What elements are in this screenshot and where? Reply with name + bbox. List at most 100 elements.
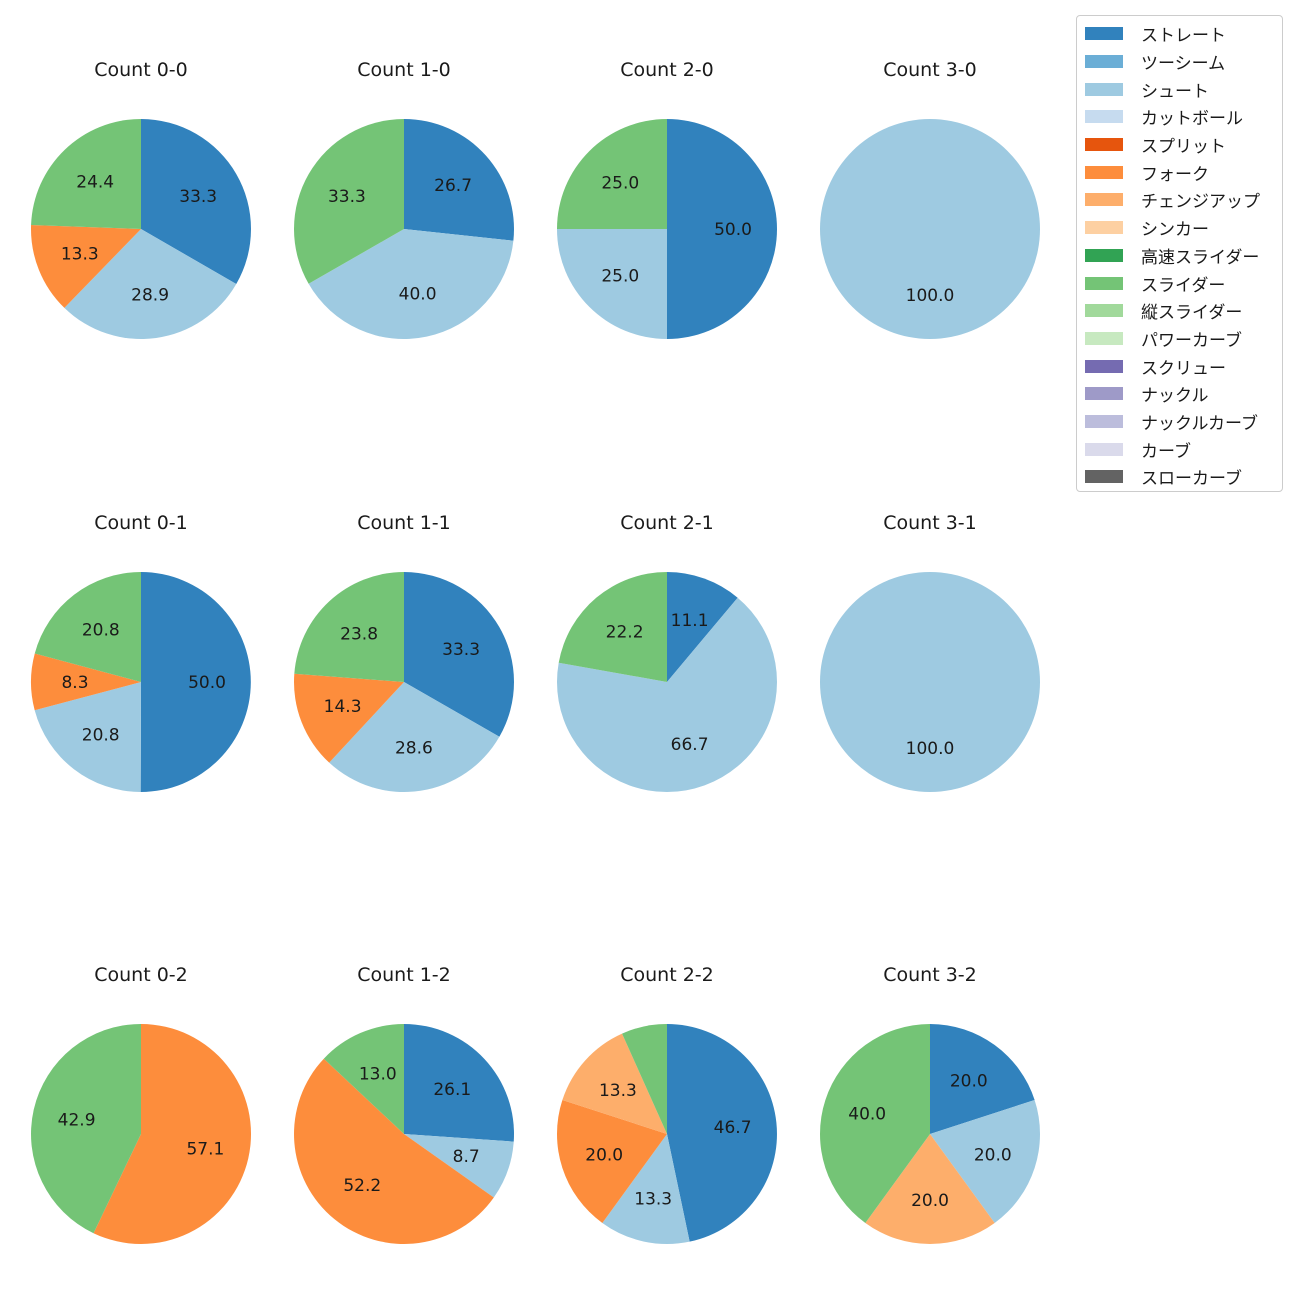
pie-slice xyxy=(64,229,237,339)
pie-slice xyxy=(140,572,251,793)
pie-title: Count 0-2 xyxy=(94,964,188,986)
slice-value-label: 40.0 xyxy=(399,285,437,305)
legend-item: ストレート xyxy=(1085,20,1282,48)
pie-slice xyxy=(865,1134,995,1245)
legend-swatch xyxy=(1085,442,1123,456)
slice-value-label: 28.6 xyxy=(395,738,433,758)
slice-value-label: 24.4 xyxy=(76,173,114,193)
slice-value-label: 100.0 xyxy=(906,739,955,759)
pie-chart: Count 3-0 100.0 xyxy=(820,59,1040,339)
slice-value-label: 46.7 xyxy=(714,1118,752,1138)
legend-label: スプリット xyxy=(1141,137,1226,158)
pie-slice xyxy=(293,118,404,284)
legend-swatch xyxy=(1085,27,1123,41)
pie-title: Count 2-1 xyxy=(620,512,714,534)
legend-item: ナックル xyxy=(1085,380,1282,408)
legend-item: シュート xyxy=(1085,75,1282,103)
legend-swatch xyxy=(1085,387,1123,401)
pie-slice xyxy=(556,1100,667,1223)
pie-slice xyxy=(30,225,141,308)
pie-slice xyxy=(819,1024,930,1223)
legend-swatch xyxy=(1085,470,1123,484)
slice-value-label: 11.1 xyxy=(671,611,709,631)
slice-value-label: 20.0 xyxy=(974,1145,1012,1165)
pie-slice xyxy=(323,1023,404,1134)
legend-swatch xyxy=(1085,165,1123,179)
slice-value-label: 20.8 xyxy=(82,725,120,745)
pie-chart: Count 0-2 57.1 42.9 xyxy=(31,964,252,1244)
pie-slice xyxy=(820,572,1040,792)
legend-item: チェンジアップ xyxy=(1085,186,1282,214)
pie-slice xyxy=(930,1100,1041,1223)
pie-title: Count 1-0 xyxy=(357,59,451,81)
legend-label: ナックルカーブ xyxy=(1141,413,1258,434)
slice-value-label: 8.3 xyxy=(61,673,88,693)
legend-label: パワーカーブ xyxy=(1141,330,1242,351)
pie-chart: Count 1-2 26.1 8.7 52.2 13.0 xyxy=(294,964,515,1244)
legend-swatch xyxy=(1085,221,1123,235)
legend-swatch xyxy=(1085,276,1123,290)
pie-slice xyxy=(667,119,777,339)
legend-swatch xyxy=(1085,193,1123,207)
slice-value-label: 13.3 xyxy=(634,1190,672,1210)
legend-label: チェンジアップ xyxy=(1141,192,1260,213)
slice-value-label: 25.0 xyxy=(601,267,639,287)
pie-title: Count 3-1 xyxy=(883,512,977,534)
legend-item: ツーシーム xyxy=(1085,48,1282,76)
pie-title: Count 1-1 xyxy=(357,512,451,534)
legend-item: カットボール xyxy=(1085,103,1282,131)
pie-chart: Count 3-2 20.0 20.0 20.0 40.0 xyxy=(819,964,1041,1245)
pie-slice xyxy=(667,1024,777,1242)
legend-swatch xyxy=(1085,414,1123,428)
slice-value-label: 50.0 xyxy=(188,673,226,693)
legend: ストレートツーシーム シュートカットボール スプリットフォークチェンジアップ シンカー… xyxy=(1076,15,1283,492)
legend-label: スローカーブ xyxy=(1141,469,1242,490)
legend-swatch xyxy=(1085,138,1123,152)
pie-slice xyxy=(602,1134,690,1244)
slice-value-label: 100.0 xyxy=(906,286,955,306)
slice-value-label: 20.0 xyxy=(911,1191,949,1211)
pie-slice xyxy=(622,1024,667,1134)
slice-value-label: 25.0 xyxy=(601,173,639,193)
slice-value-label: 57.1 xyxy=(186,1140,224,1160)
legend-swatch xyxy=(1085,82,1123,96)
legend-item: ナックルカーブ xyxy=(1085,408,1282,436)
pie-slice xyxy=(404,119,514,241)
slice-value-label: 13.3 xyxy=(61,245,99,265)
legend-label: カーブ xyxy=(1141,441,1191,462)
pie-title: Count 1-2 xyxy=(357,964,451,986)
slice-value-label: 26.1 xyxy=(433,1080,471,1100)
slice-value-label: 42.9 xyxy=(58,1110,96,1130)
slice-value-label: 33.3 xyxy=(442,640,480,660)
slice-value-label: 8.7 xyxy=(453,1147,480,1167)
slice-value-label: 13.0 xyxy=(359,1064,397,1084)
slice-value-label: 26.7 xyxy=(434,176,472,196)
pie-slice xyxy=(667,572,738,682)
slice-value-label: 40.0 xyxy=(848,1105,886,1125)
pie-slice xyxy=(294,1058,494,1244)
pie-slice xyxy=(820,119,1040,339)
pie-chart: Count 3-1 100.0 xyxy=(820,512,1040,792)
pie-slice xyxy=(404,1134,514,1198)
pie-slice xyxy=(930,1024,1035,1134)
legend-label: ツーシーム xyxy=(1141,54,1226,75)
legend-label: カットボール xyxy=(1141,109,1243,130)
slice-value-label: 20.0 xyxy=(585,1145,623,1165)
legend-label: ナックル xyxy=(1141,386,1209,407)
pie-chart: Count 2-2 46.7 13.3 20.0 13.3 xyxy=(556,964,777,1244)
pie-slice xyxy=(30,653,141,711)
slice-value-label: 66.7 xyxy=(671,735,709,755)
pie-slice xyxy=(558,572,667,682)
pie-slice xyxy=(141,119,251,284)
pie-chart: Count 0-0 33.3 28.9 13.3 24.4 xyxy=(30,59,251,339)
slice-value-label: 52.2 xyxy=(343,1176,381,1196)
legend-swatch xyxy=(1085,359,1123,373)
pie-slice xyxy=(93,1024,252,1244)
pie-slice xyxy=(557,597,778,793)
legend-label: フォーク xyxy=(1141,164,1209,185)
legend-label: 縦スライダー xyxy=(1141,303,1243,324)
pie-slice xyxy=(34,572,141,682)
legend-item: シンカー xyxy=(1085,214,1282,242)
legend-swatch xyxy=(1085,248,1123,262)
